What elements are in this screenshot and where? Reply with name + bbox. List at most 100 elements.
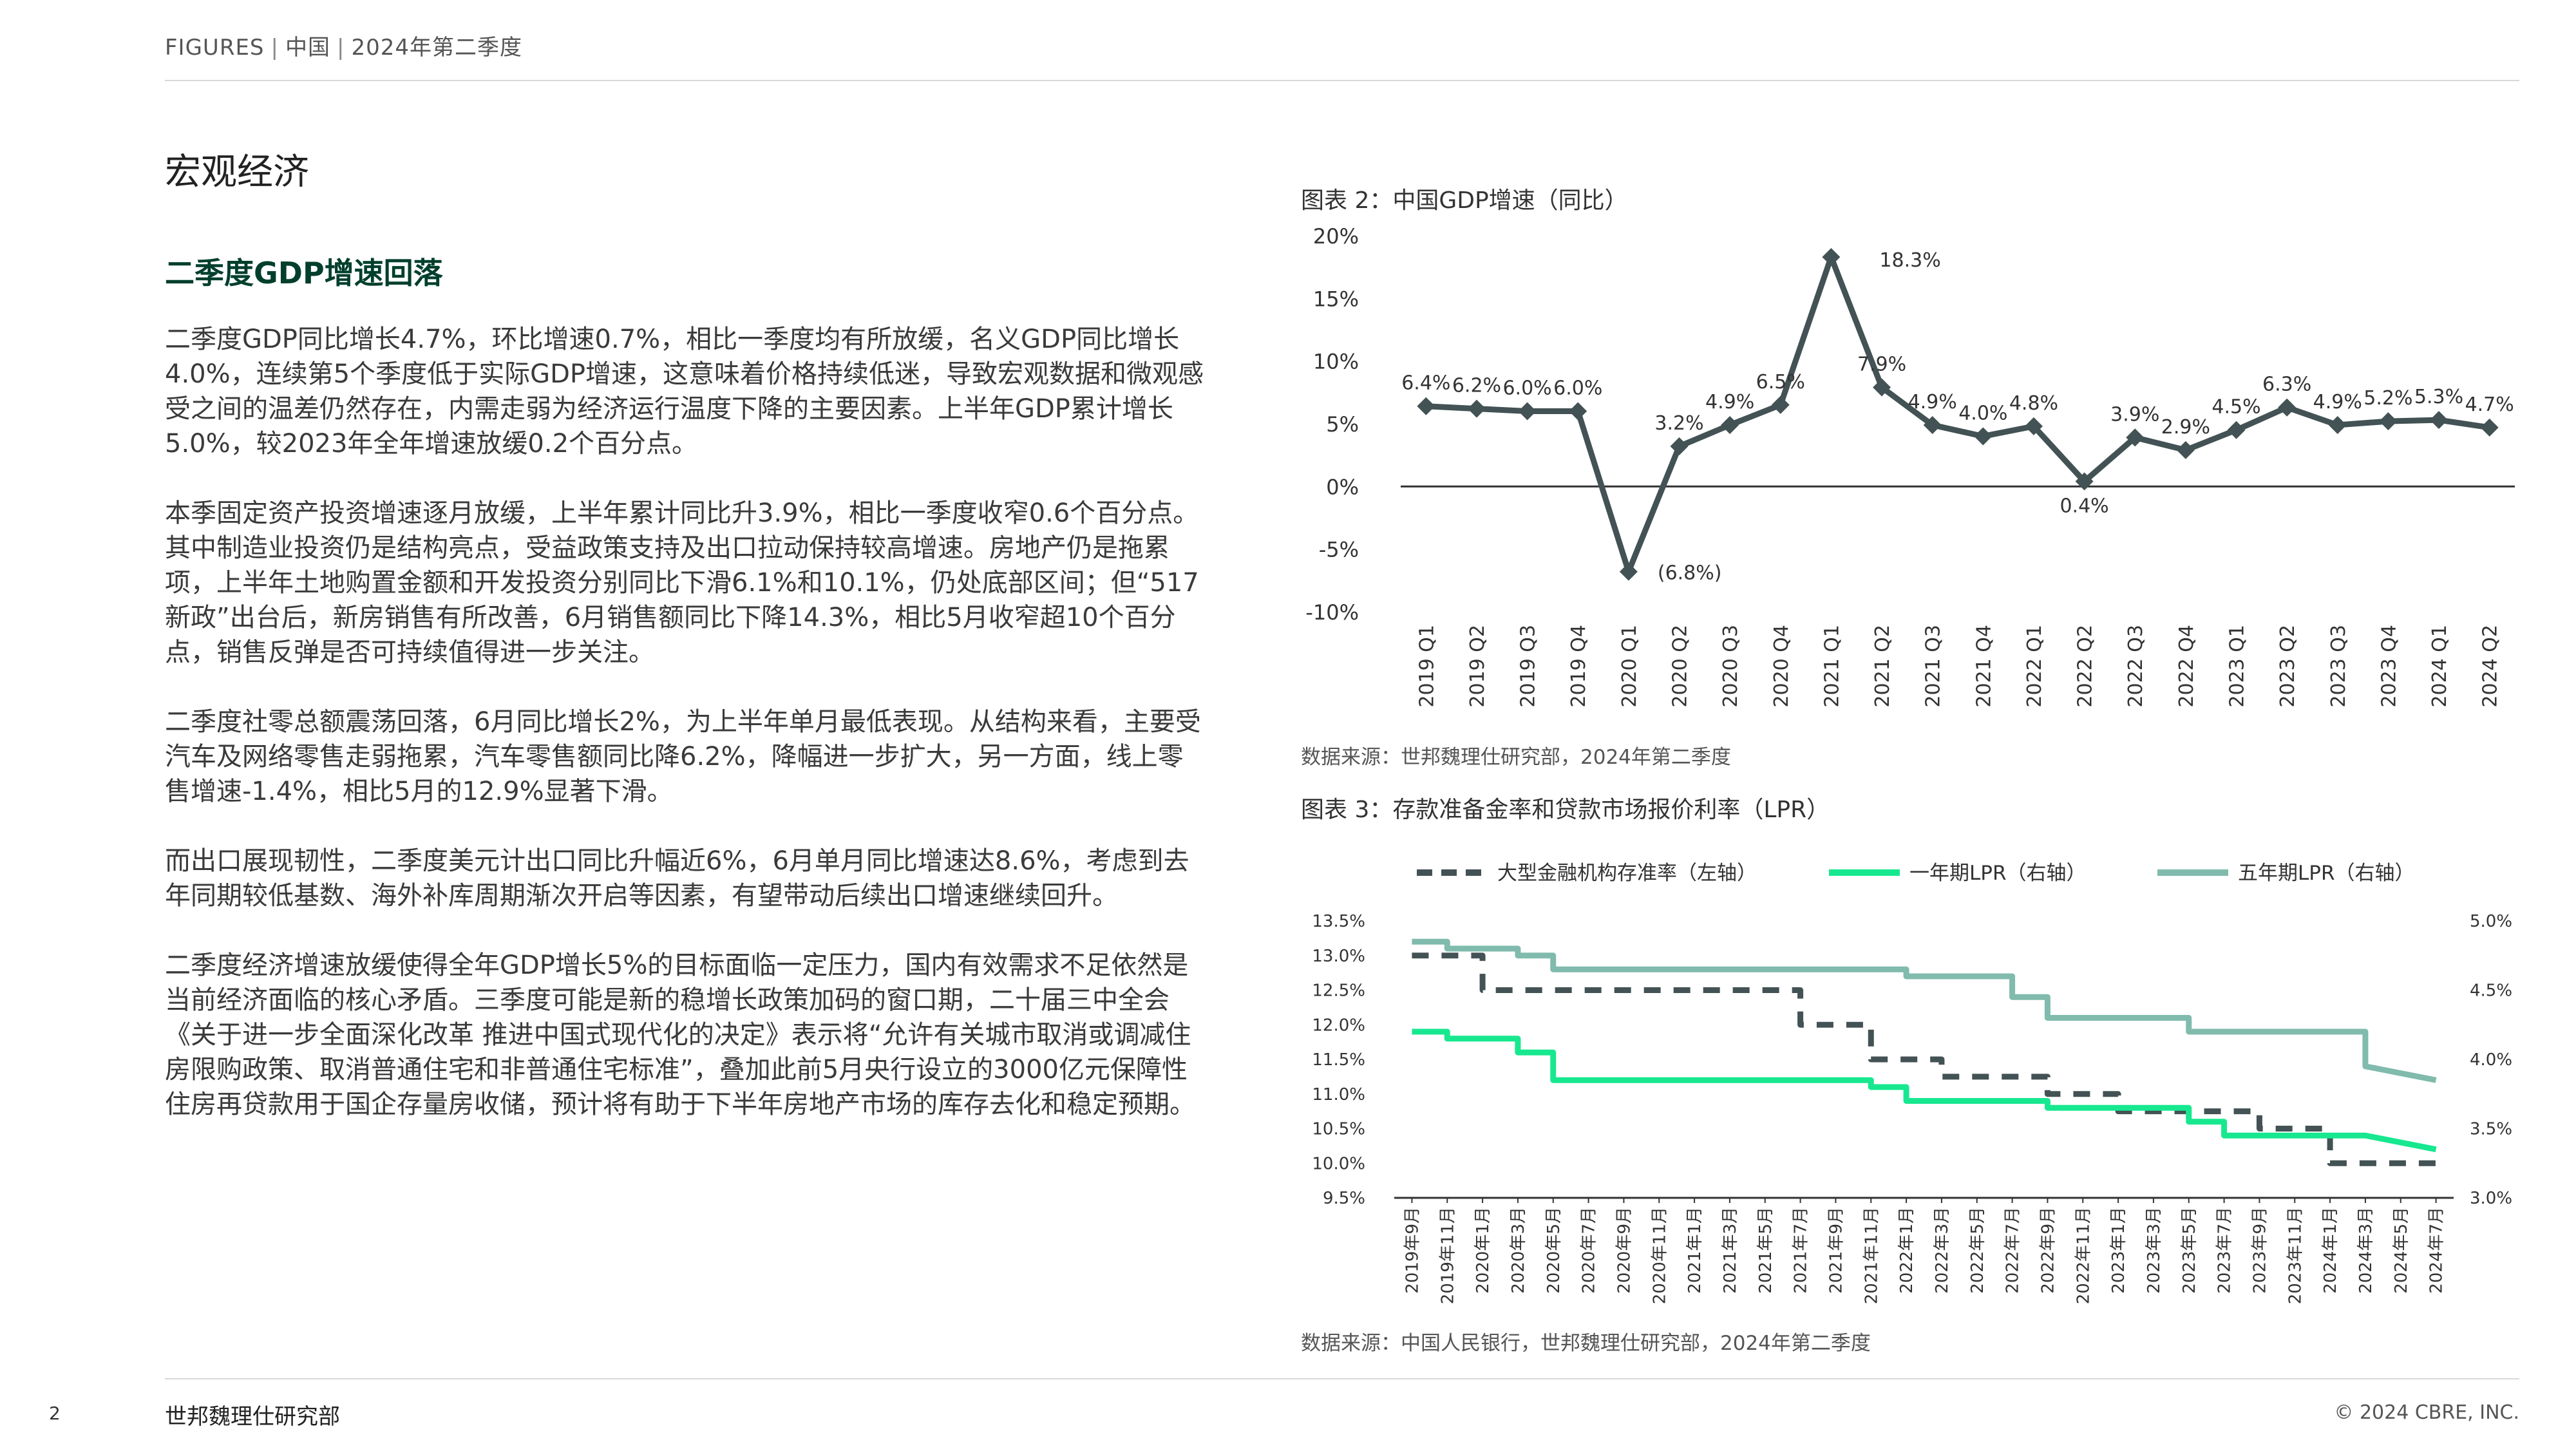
legend-label: 一年期LPR（右轴）	[1909, 862, 2087, 885]
gdp-data-label: 5.3%	[2414, 386, 2463, 408]
x-tick-label: 2021 Q4	[1973, 625, 1995, 708]
gdp-data-label: 6.4%	[1401, 372, 1450, 395]
left-y-tick-label: 13.5%	[1312, 912, 1365, 931]
x-tick-label: 2020年3月	[1509, 1207, 1528, 1294]
x-tick-label: 2020年7月	[1580, 1207, 1599, 1294]
x-tick-label: 2021年7月	[1792, 1207, 1811, 1294]
x-tick-label: 2020年5月	[1544, 1207, 1564, 1294]
gdp-data-point	[1619, 562, 1638, 581]
figure2-title: 图表 2：中国GDP增速（同比）	[1301, 187, 1628, 214]
x-tick-label: 2019 Q2	[1466, 625, 1489, 708]
x-tick-label: 2020 Q2	[1669, 625, 1692, 708]
y-tick-label: 15%	[1313, 287, 1359, 311]
gdp-data-point	[2278, 398, 2297, 417]
header-quarter: 2024年第二季度	[351, 35, 522, 61]
left-y-tick-label: 10.5%	[1312, 1120, 1365, 1139]
gdp-data-point	[1771, 395, 1790, 414]
x-tick-label: 2019 Q4	[1567, 625, 1590, 708]
right-y-tick-label: 3.0%	[2470, 1189, 2512, 1208]
x-tick-label: 2021年1月	[1685, 1207, 1705, 1294]
gdp-data-point	[2379, 412, 2398, 431]
gdp-growth-chart: 20% 15% 10% 5% 0% -5% -10% 6.4% 2019 Q1 6.2% 2019 …	[1305, 224, 2515, 708]
right-y-tick-label: 4.5%	[2470, 981, 2512, 1001]
x-tick-label: 2022年1月	[1897, 1207, 1917, 1294]
y-tick-label: 0%	[1326, 475, 1359, 499]
left-y-tick-label: 11.5%	[1312, 1050, 1365, 1070]
header-divider	[165, 80, 2519, 81]
x-tick-label: 2022 Q4	[2175, 625, 2198, 708]
gdp-data-label: 6.5%	[1756, 371, 1805, 393]
x-tick-label: 2022年3月	[1933, 1207, 1952, 1294]
x-tick-label: 2021 Q1	[1821, 625, 1843, 708]
rrr-lpr-chart: 大型金融机构存准率（左轴） 一年期LPR（右轴） 五年期LPR（右轴） 13.5% 13…	[1312, 862, 2512, 1304]
rrr-series-line	[1412, 952, 2436, 1166]
gdp-data-label: 6.2%	[1452, 375, 1501, 397]
figure2-source: 数据来源：世邦魏理仕研究部，2024年第二季度	[1301, 746, 1731, 769]
gdp-data-label: 5.2%	[2363, 387, 2412, 410]
y-tick-label: 5%	[1326, 412, 1359, 437]
body-text: 二季度GDP同比增长4.7%，环比增速0.7%，相比一季度均有所放缓，名义GDP…	[165, 322, 1208, 1157]
footer-divider	[165, 1378, 2519, 1379]
header-figures: FIGURES	[165, 35, 265, 61]
gdp-data-label: 4.5%	[2211, 396, 2260, 419]
y-tick-label: 20%	[1313, 224, 1359, 249]
x-tick-label: 2020年1月	[1473, 1207, 1493, 1294]
x-tick-label: 2024年1月	[2321, 1207, 2340, 1294]
x-tick-label: 2022 Q3	[2125, 625, 2147, 708]
gdp-data-label: 4.8%	[2009, 392, 2058, 415]
gdp-data-label: 4.0%	[1958, 402, 2007, 424]
x-tick-label: 2022年11月	[2074, 1207, 2093, 1304]
gdp-data-label: 4.9%	[1705, 391, 1754, 413]
gdp-data-point	[2328, 415, 2347, 434]
x-tick-label: 2022 Q1	[2023, 625, 2046, 708]
left-y-tick-label: 11.0%	[1312, 1085, 1365, 1104]
x-tick-label: 2020年11月	[1650, 1207, 1669, 1304]
gdp-data-point	[1873, 378, 1891, 397]
x-tick-label: 2021年3月	[1721, 1207, 1740, 1294]
lpr1y-series-line	[1412, 1028, 2437, 1153]
x-tick-label: 2023年11月	[2286, 1207, 2305, 1304]
header-country: 中国	[285, 35, 330, 61]
gdp-data-point	[2430, 411, 2448, 430]
gdp-series-line	[1426, 254, 2490, 575]
gdp-data-point	[1974, 427, 1993, 446]
x-tick-label: 2023 Q3	[2327, 625, 2350, 708]
figure3-source: 数据来源：中国人民银行，世邦魏理仕研究部，2024年第二季度	[1301, 1332, 1871, 1355]
sub-title: 二季度GDP增速回落	[165, 256, 443, 290]
gdp-data-point	[2227, 421, 2246, 439]
x-tick-label: 2022年9月	[2038, 1207, 2058, 1294]
x-tick-label: 2024年7月	[2427, 1207, 2447, 1294]
gdp-data-label: 4.9%	[2313, 391, 2362, 413]
paragraph-export: 而出口展现韧性，二季度美元计出口同比升幅近6%，6月单月同比增速达8.6%，考虑…	[165, 846, 1189, 911]
footer-org-name: 世邦魏理仕研究部	[165, 1404, 340, 1430]
gdp-data-point	[1569, 402, 1587, 421]
page-number: 2	[49, 1403, 61, 1424]
gdp-data-point	[1721, 415, 1739, 434]
y-tick-label: -5%	[1319, 538, 1359, 562]
x-tick-label: 2020 Q4	[1770, 625, 1793, 708]
x-tick-label: 2021 Q2	[1871, 625, 1894, 708]
x-tick-label: 2023 Q4	[2378, 625, 2400, 708]
x-tick-label: 2019 Q3	[1517, 625, 1540, 708]
gdp-data-point	[1518, 402, 1537, 421]
x-tick-label: 2024年3月	[2356, 1207, 2376, 1294]
gdp-data-label: (6.8%)	[1658, 562, 1722, 585]
gdp-data-label: 7.9%	[1857, 354, 1906, 376]
gdp-data-point	[2176, 440, 2195, 459]
x-tick-label: 2020 Q1	[1618, 625, 1641, 708]
x-tick-label: 2024 Q2	[2479, 625, 2502, 708]
gdp-data-label: 3.9%	[2110, 403, 2159, 426]
gdp-data-point	[2024, 417, 2043, 435]
gdp-data-label: 3.2%	[1654, 412, 1703, 435]
x-tick-label: 2021年9月	[1826, 1207, 1846, 1294]
paragraph-investment: 本季固定资产投资增速逐月放缓，上半年累计同比升3.9%，相比一季度收窄0.6个百…	[165, 498, 1199, 667]
left-y-tick-label: 10.0%	[1312, 1154, 1365, 1173]
x-tick-label: 2024 Q1	[2429, 625, 2451, 708]
x-tick-label: 2022 Q2	[2074, 625, 2097, 708]
gdp-data-point	[1467, 399, 1486, 418]
right-y-tick-label: 4.0%	[2470, 1050, 2512, 1070]
x-tick-label: 2022年7月	[2003, 1207, 2023, 1294]
x-tick-label: 2023年3月	[2145, 1207, 2164, 1294]
x-tick-label: 2019年11月	[1438, 1207, 1457, 1304]
gdp-data-label: 18.3%	[1879, 249, 1940, 272]
